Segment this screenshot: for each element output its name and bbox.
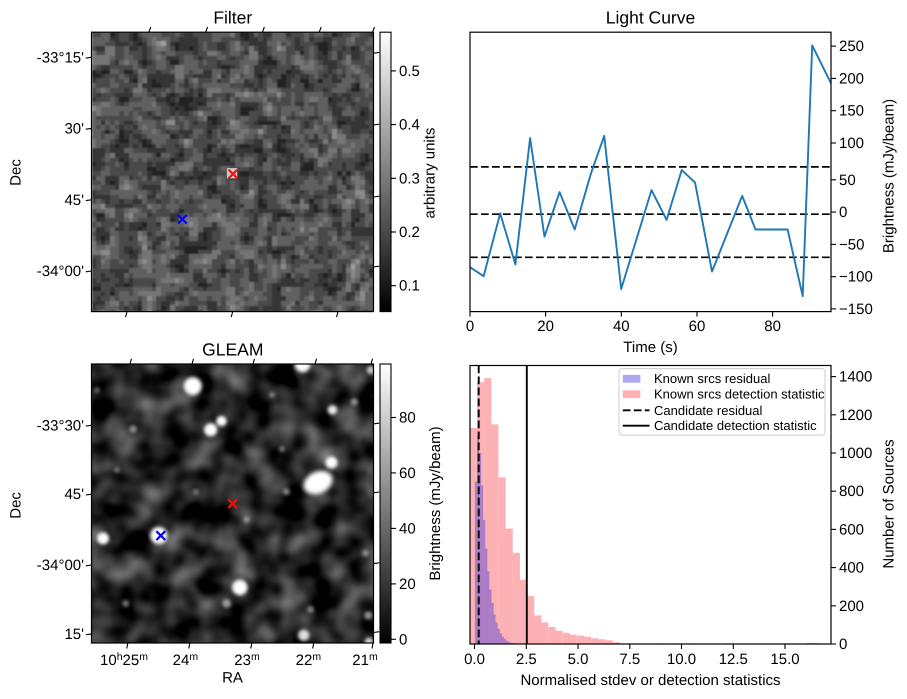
svg-text:−50: −50 <box>839 236 864 253</box>
svg-text:Candidate residual: Candidate residual <box>654 403 763 418</box>
svg-text:200: 200 <box>839 598 864 615</box>
svg-text:Light Curve: Light Curve <box>606 8 696 28</box>
svg-text:50: 50 <box>839 172 856 189</box>
svg-text:600: 600 <box>839 521 864 538</box>
svg-text:40: 40 <box>613 318 630 335</box>
svg-text:Dec: Dec <box>8 492 25 519</box>
svg-text:0: 0 <box>399 631 407 648</box>
svg-text:800: 800 <box>839 483 864 500</box>
svg-text:0.4: 0.4 <box>399 117 420 134</box>
svg-text:80: 80 <box>399 410 416 427</box>
svg-text:80: 80 <box>764 318 781 335</box>
svg-text:100: 100 <box>839 135 864 152</box>
svg-text:0.0: 0.0 <box>464 651 485 668</box>
svg-text:-33°30': -33°30' <box>37 417 84 434</box>
svg-text:GLEAM: GLEAM <box>202 340 263 360</box>
svg-text:RA: RA <box>222 670 243 687</box>
svg-text:250: 250 <box>839 38 864 55</box>
svg-text:Normalised stdev or detection: Normalised stdev or detection statistics <box>520 672 780 689</box>
svg-text:15.0: 15.0 <box>770 651 799 668</box>
svg-text:60: 60 <box>399 465 416 482</box>
svg-text:Known srcs residual: Known srcs residual <box>654 371 770 386</box>
svg-text:-34°00': -34°00' <box>37 263 84 280</box>
svg-text:Number of Sources: Number of Sources <box>881 439 898 568</box>
svg-text:Dec: Dec <box>8 159 25 186</box>
svg-text:0.1: 0.1 <box>399 278 420 295</box>
svg-text:200: 200 <box>839 70 864 87</box>
svg-text:45': 45' <box>64 192 84 209</box>
svg-text:0.5: 0.5 <box>399 63 420 80</box>
svg-text:1400: 1400 <box>839 369 872 386</box>
svg-text:-33°15': -33°15' <box>37 49 84 66</box>
svg-text:Filter: Filter <box>213 8 252 28</box>
svg-text:Brightness (mJy/beam): Brightness (mJy/beam) <box>881 99 898 253</box>
svg-text:−100: −100 <box>839 269 873 286</box>
svg-text:-34°00': -34°00' <box>37 557 84 574</box>
svg-text:2.5: 2.5 <box>516 651 537 668</box>
svg-text:40: 40 <box>399 520 416 537</box>
svg-text:150: 150 <box>839 103 864 120</box>
svg-text:10.0: 10.0 <box>667 651 696 668</box>
svg-text:1200: 1200 <box>839 407 872 424</box>
svg-text:5.0: 5.0 <box>568 651 589 668</box>
svg-text:10h25m: 10h25m <box>100 651 148 669</box>
svg-text:0.3: 0.3 <box>399 170 420 187</box>
svg-text:400: 400 <box>839 560 864 577</box>
svg-text:arbitrary units: arbitrary units <box>422 128 439 219</box>
svg-text:20: 20 <box>537 318 554 335</box>
svg-text:Brightness (mJy/beam): Brightness (mJy/beam) <box>427 426 444 580</box>
svg-text:12.5: 12.5 <box>719 651 748 668</box>
svg-text:Known srcs detection statistic: Known srcs detection statistic <box>654 386 825 401</box>
svg-text:30': 30' <box>64 120 84 137</box>
svg-text:0.2: 0.2 <box>399 224 420 241</box>
svg-text:−150: −150 <box>839 301 873 318</box>
svg-text:20: 20 <box>399 576 416 593</box>
svg-text:1000: 1000 <box>839 445 872 462</box>
svg-text:15': 15' <box>64 626 84 643</box>
svg-text:Time (s): Time (s) <box>623 339 677 356</box>
svg-text:0: 0 <box>839 204 847 221</box>
svg-text:7.5: 7.5 <box>619 651 640 668</box>
svg-text:0: 0 <box>839 636 847 653</box>
svg-text:45': 45' <box>64 486 84 503</box>
svg-text:60: 60 <box>689 318 706 335</box>
svg-text:0: 0 <box>466 318 474 335</box>
svg-text:Candidate detection statistic: Candidate detection statistic <box>654 418 817 433</box>
